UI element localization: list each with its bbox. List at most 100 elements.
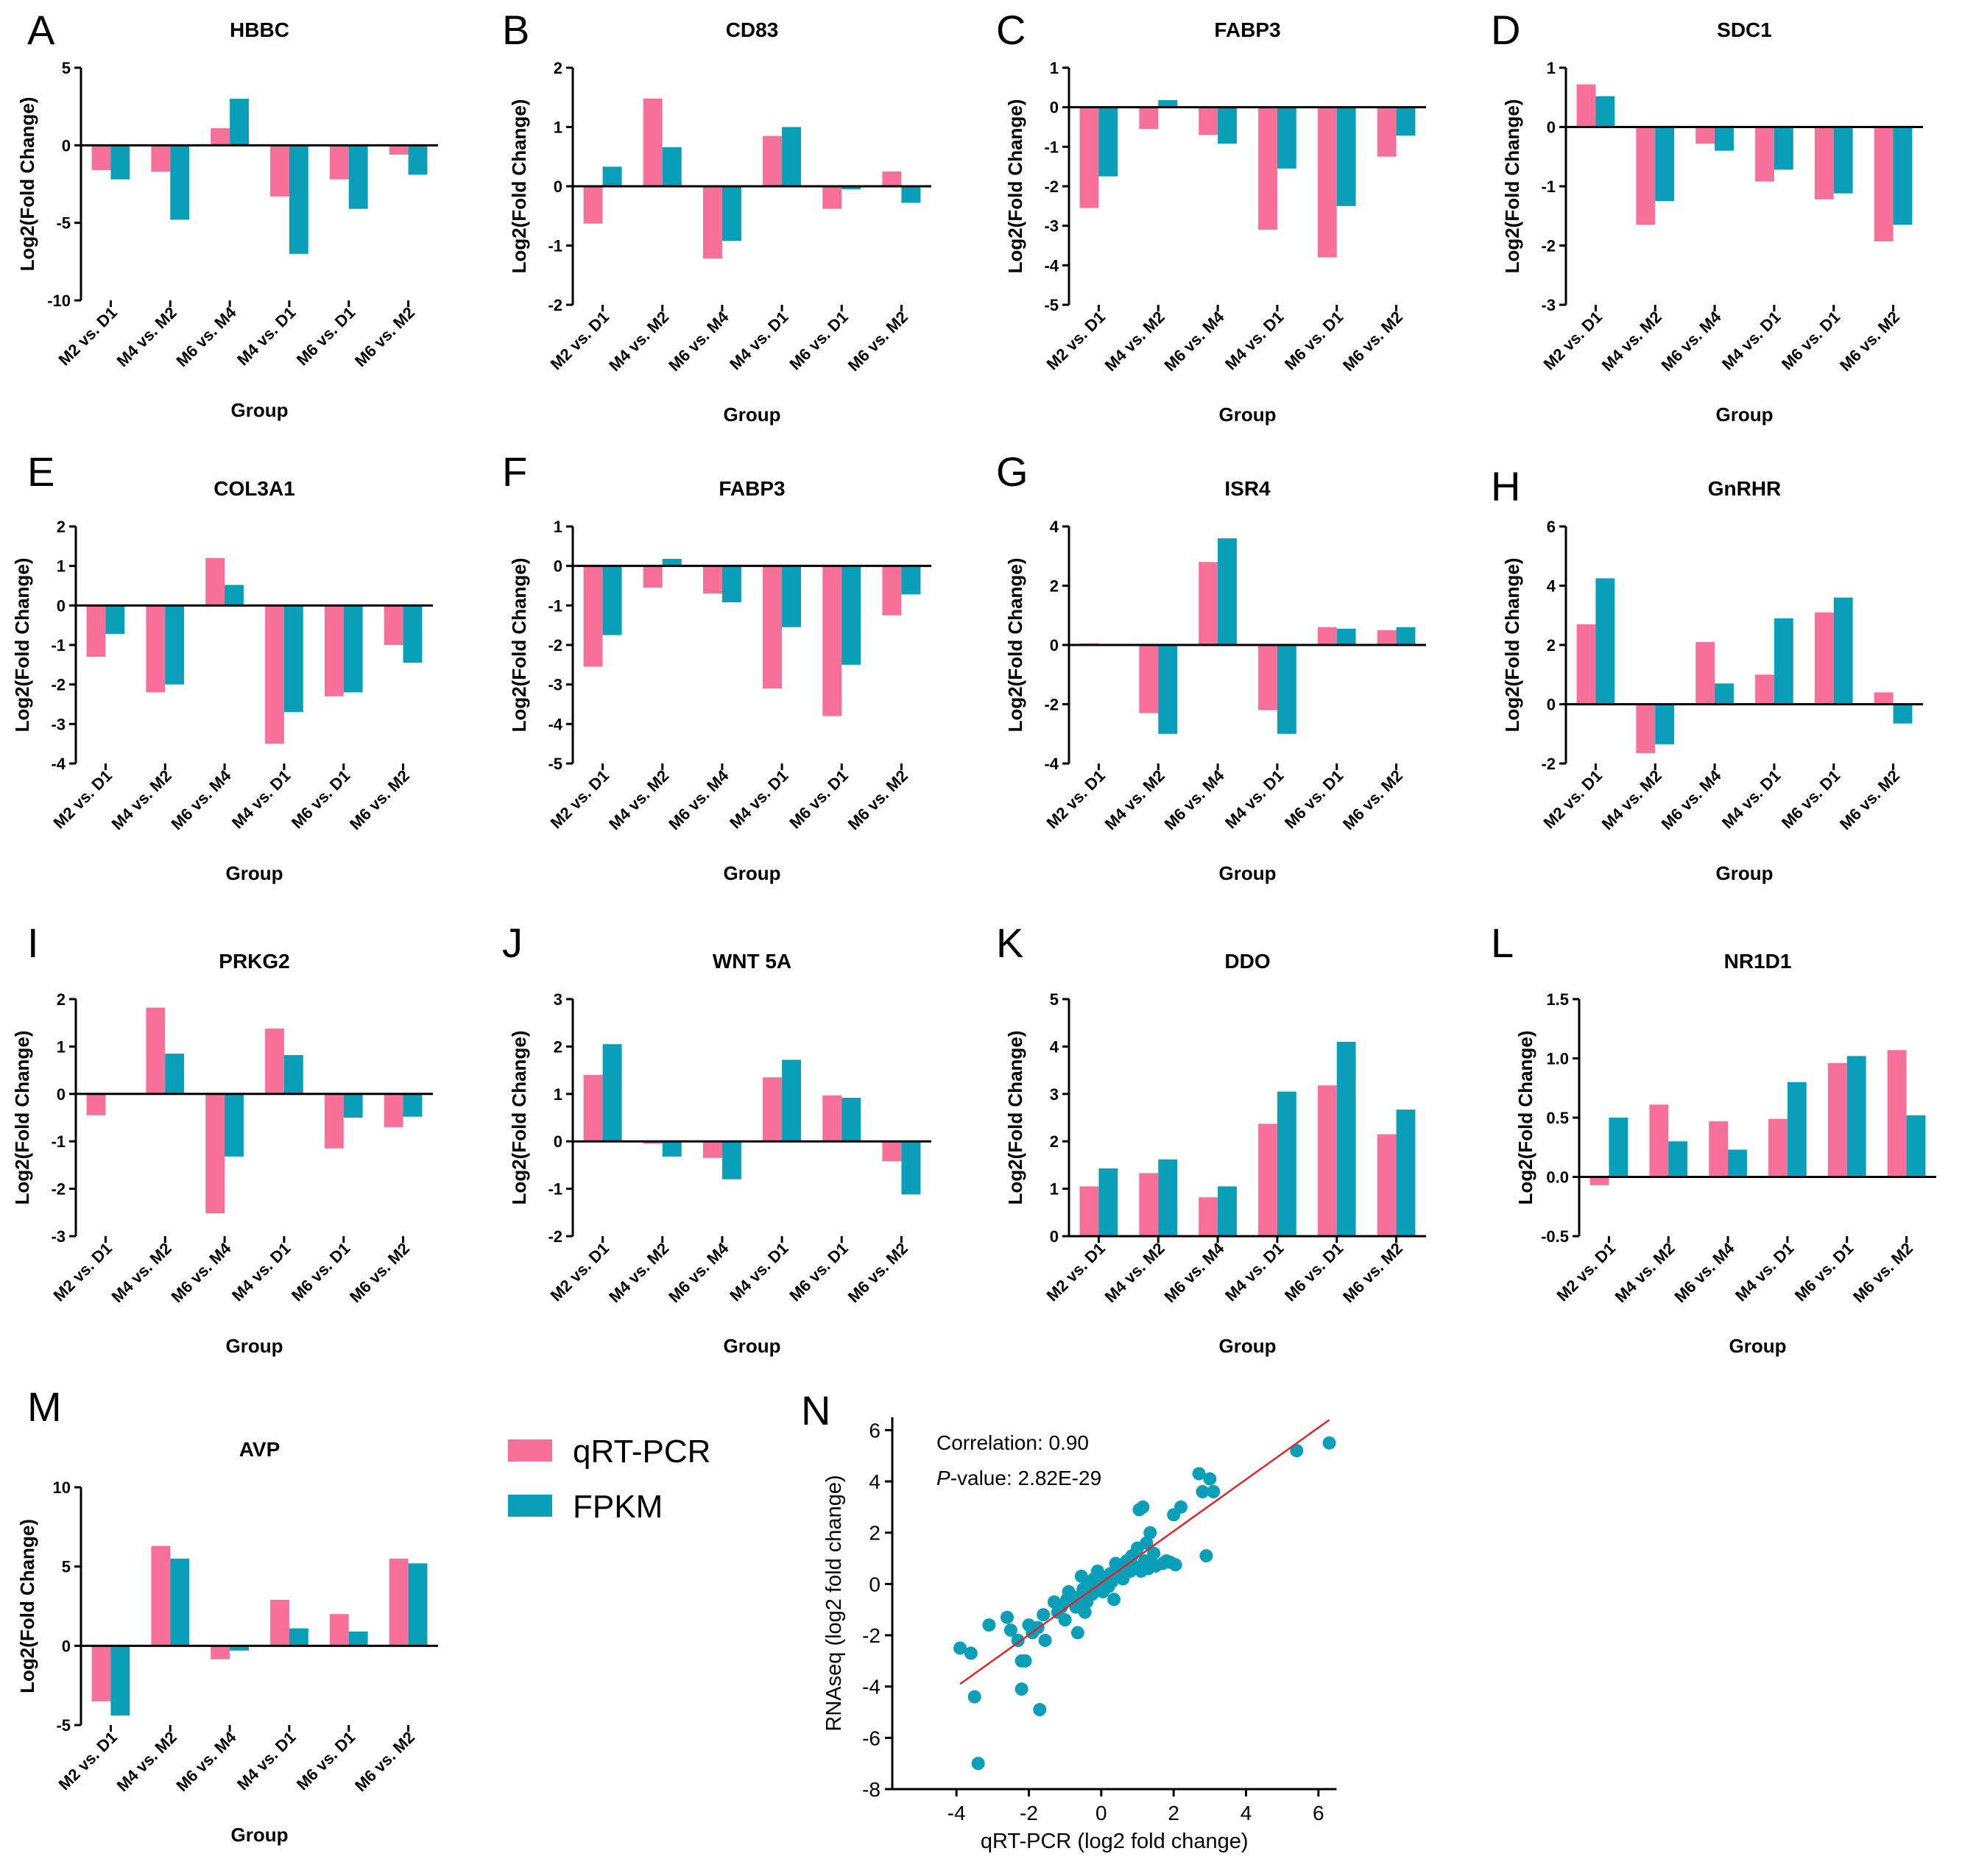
x-tick-label: M6 vs. M4 bbox=[665, 307, 733, 375]
x-tick-label: M6 vs. D1 bbox=[1281, 1239, 1347, 1305]
bar-fpkm-0 bbox=[1595, 96, 1615, 127]
bar-fpkm-4 bbox=[841, 565, 861, 665]
chart-title: PRKG2 bbox=[219, 950, 289, 973]
scatter-point-1 bbox=[964, 1646, 978, 1660]
bar-fpkm-4 bbox=[1833, 127, 1853, 194]
panel-letter: C bbox=[996, 7, 1026, 53]
bar-qrtpcr-2 bbox=[205, 1093, 225, 1214]
bar-fpkm-1 bbox=[165, 1054, 185, 1094]
y-axis-label: Log2(Fold Change) bbox=[1004, 1031, 1026, 1205]
bar-fpkm-1 bbox=[662, 1141, 682, 1157]
x-tick-label: M4 vs. M2 bbox=[1101, 308, 1168, 375]
p-value-label: P-value: 2.82E-29 bbox=[936, 1467, 1101, 1489]
bar-qrtpcr-5 bbox=[389, 145, 409, 155]
bar-qrtpcr-3 bbox=[270, 1599, 289, 1646]
scatter-point-25 bbox=[1070, 1626, 1084, 1640]
y-tick-label: -2 bbox=[548, 636, 562, 655]
bar-qrtpcr-1 bbox=[1649, 1104, 1669, 1177]
bar-fpkm-2 bbox=[230, 99, 249, 146]
bar-qrtpcr-0 bbox=[1589, 1177, 1609, 1185]
x-tick-label: M4 vs. D1 bbox=[1732, 1239, 1797, 1305]
scatter-point-7 bbox=[1011, 1634, 1025, 1647]
y-tick-label: 1 bbox=[554, 1085, 562, 1104]
y-tick-label: -5 bbox=[1044, 296, 1059, 314]
x-tick-label: M6 vs. D1 bbox=[288, 766, 353, 832]
bar-fpkm-0 bbox=[602, 166, 622, 186]
bar-qrtpcr-5 bbox=[1377, 1134, 1397, 1236]
bar-qrtpcr-2 bbox=[211, 128, 230, 146]
bar-qrtpcr-5 bbox=[1874, 692, 1894, 705]
y-axis-label: Log2(Fold Change) bbox=[1501, 99, 1523, 274]
bar-qrtpcr-0 bbox=[583, 565, 603, 667]
bar-fpkm-5 bbox=[408, 145, 428, 175]
x-tick-label: M4 vs. M2 bbox=[108, 1239, 175, 1306]
chart-panel-n: N 6 4 2 0 -2 -4 -6 -8 -4 -2 0 2 4 6 qRT-PCR (log2 fold … bbox=[801, 1387, 1337, 1853]
bar-fpkm-0 bbox=[1595, 578, 1615, 705]
bar-qrtpcr-0 bbox=[1576, 84, 1596, 127]
x-tick-label: M6 vs. D1 bbox=[1281, 766, 1347, 832]
x-tick-label: -4 bbox=[948, 1802, 966, 1824]
y-axis-label: Log2(Fold Change) bbox=[11, 1031, 33, 1205]
bar-fpkm-3 bbox=[1774, 127, 1793, 170]
legend-label-qrtpcr: qRT-PCR bbox=[573, 1434, 710, 1470]
x-tick-label: M6 vs. M2 bbox=[844, 766, 911, 833]
x-tick-label: M4 vs. D1 bbox=[1221, 766, 1287, 832]
x-tick-label: M2 vs. D1 bbox=[547, 766, 613, 832]
legend-swatch-fpkm bbox=[508, 1495, 552, 1517]
scatter-point-69 bbox=[1196, 1485, 1210, 1498]
regression-line bbox=[959, 1419, 1330, 1685]
bar-fpkm-2 bbox=[1715, 127, 1734, 151]
scatter-point-72 bbox=[1207, 1485, 1221, 1498]
y-tick-label: 4 bbox=[1547, 577, 1556, 596]
bar-fpkm-4 bbox=[1846, 1056, 1866, 1177]
x-axis-label: Group bbox=[226, 1335, 283, 1357]
bar-qrtpcr-3 bbox=[265, 1028, 284, 1094]
x-tick-label: M4 vs. M2 bbox=[1612, 1239, 1679, 1306]
x-tick-label: M4 vs. M2 bbox=[605, 308, 672, 375]
x-axis-label: Group bbox=[1219, 862, 1277, 884]
bar-qrtpcr-4 bbox=[1317, 627, 1337, 645]
bar-fpkm-4 bbox=[343, 605, 363, 693]
x-tick-label: M2 vs. D1 bbox=[1553, 1239, 1619, 1305]
y-tick-label: 5 bbox=[62, 59, 71, 77]
bar-fpkm-3 bbox=[1277, 1091, 1296, 1236]
y-tick-label: -2 bbox=[548, 1227, 562, 1246]
y-tick-label: 1 bbox=[57, 557, 66, 576]
bar-qrtpcr-3 bbox=[763, 565, 783, 689]
bar-fpkm-5 bbox=[1396, 107, 1416, 136]
bar-qrtpcr-1 bbox=[643, 98, 663, 186]
bar-fpkm-1 bbox=[170, 1558, 190, 1646]
bar-fpkm-1 bbox=[1668, 1141, 1688, 1177]
bar-qrtpcr-4 bbox=[822, 565, 842, 716]
bar-fpkm-5 bbox=[1396, 627, 1416, 645]
bar-qrtpcr-3 bbox=[763, 1077, 783, 1142]
y-tick-label: -4 bbox=[548, 715, 562, 733]
x-tick-label: M2 vs. D1 bbox=[1043, 1239, 1109, 1305]
bar-qrtpcr-2 bbox=[1695, 127, 1715, 144]
panel-letter: A bbox=[27, 7, 55, 53]
bar-qrtpcr-0 bbox=[91, 145, 111, 171]
bar-qrtpcr-3 bbox=[1258, 645, 1277, 710]
x-tick-label: M6 vs. D1 bbox=[1778, 766, 1843, 832]
x-tick-label: M2 vs. D1 bbox=[55, 1728, 121, 1794]
x-tick-label: M6 vs. M2 bbox=[351, 303, 418, 370]
x-tick-label: M6 vs. M2 bbox=[1339, 1239, 1406, 1306]
x-tick-label: M4 vs. D1 bbox=[1221, 308, 1287, 373]
y-tick-label: -2 bbox=[548, 296, 562, 314]
bar-qrtpcr-4 bbox=[1317, 1085, 1337, 1236]
y-tick-label: 4 bbox=[1050, 1037, 1059, 1056]
x-tick-label: M2 vs. D1 bbox=[1043, 308, 1109, 373]
bar-fpkm-0 bbox=[1098, 107, 1118, 177]
x-tick-label: 0 bbox=[1095, 1802, 1107, 1824]
chart-title: DDO bbox=[1224, 950, 1270, 973]
bar-qrtpcr-1 bbox=[1636, 704, 1656, 753]
bar-fpkm-0 bbox=[110, 1646, 130, 1716]
scatter-point-20 bbox=[1058, 1613, 1072, 1627]
y-tick-label: -2 bbox=[51, 676, 66, 694]
x-tick-label: M6 vs. M2 bbox=[1339, 308, 1406, 375]
y-axis-label: Log2(Fold Change) bbox=[508, 558, 530, 733]
x-tick-label: M4 vs. D1 bbox=[726, 1239, 791, 1305]
bar-fpkm-1 bbox=[662, 147, 682, 186]
